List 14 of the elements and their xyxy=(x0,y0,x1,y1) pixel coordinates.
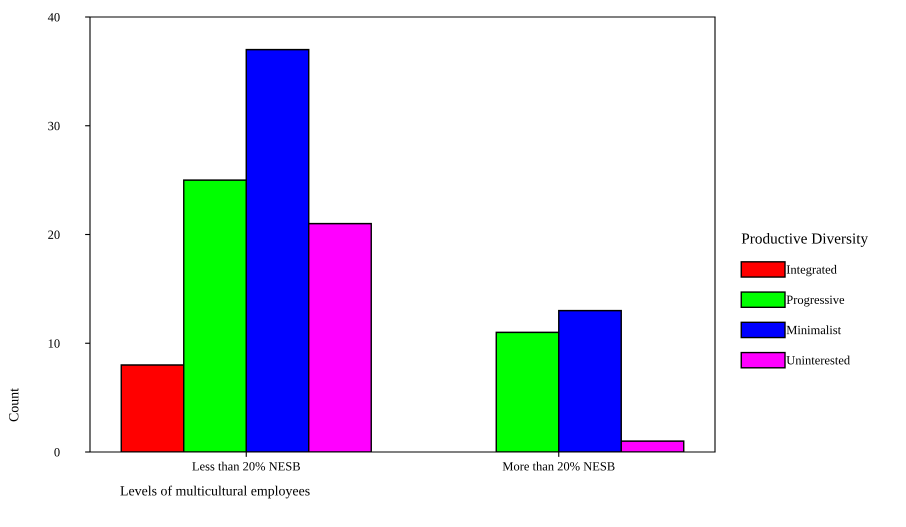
x-tick-label: Less than 20% NESB xyxy=(192,462,300,471)
y-tick-label: 40 xyxy=(48,13,60,22)
x-axis-title: Levels of multicultural employees xyxy=(120,486,310,498)
y-tick-label: 0 xyxy=(54,448,60,456)
legend-label: Uninterested xyxy=(786,356,850,364)
legend-label: Integrated xyxy=(786,264,837,276)
legend-title: Productive Diversity xyxy=(742,232,868,247)
y-tick-label: 10 xyxy=(48,339,60,348)
y-axis-title: Count xyxy=(9,388,18,422)
y-tick-label: 30 xyxy=(48,122,60,130)
legend-label: Progressive xyxy=(786,296,844,307)
legend-label: Minimalist xyxy=(786,325,842,334)
x-tick-label: More than 20% NESB xyxy=(502,462,615,471)
y-tick-label: 20 xyxy=(48,230,60,239)
